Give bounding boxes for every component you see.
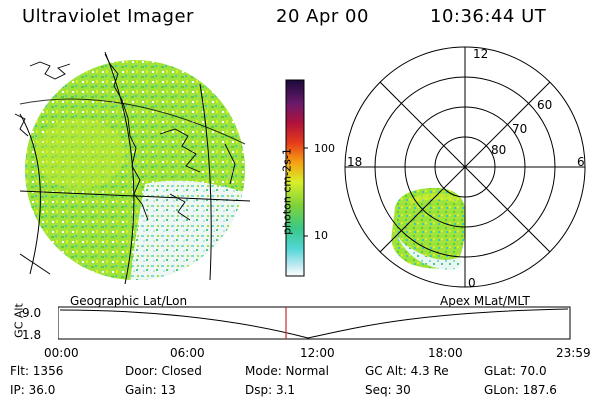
orbit-xtick-1200: 12:00 — [300, 346, 335, 360]
door-status: Door: Closed — [125, 364, 202, 378]
mlat-label-80: 80 — [491, 143, 507, 157]
app-title: Ultraviolet Imager — [22, 6, 194, 27]
mlat-label-70: 70 — [512, 122, 528, 136]
colorbar-tick-100: 100 — [314, 142, 335, 155]
colorbar-unit-label: photon cm-2s-1 — [280, 148, 294, 235]
orbit-xtick-0000: 00:00 — [44, 346, 79, 360]
orbit-xtick-0600: 06:00 — [170, 346, 205, 360]
seq-value: Seq: 30 — [365, 383, 411, 397]
gc-alt-value: GC Alt: 4.3 Re — [365, 364, 449, 378]
left-projection-label: Geographic Lat/Lon — [70, 294, 188, 308]
mlt-label-18: 18 — [347, 155, 363, 169]
right-projection-label: Apex MLat/MLT — [440, 294, 530, 308]
ip-value: IP: 36.0 — [10, 383, 56, 397]
orbit-xtick-1800: 18:00 — [428, 346, 463, 360]
mode-value: Mode: Normal — [245, 364, 329, 378]
orbit-xtick-2359: 23:59 — [556, 346, 591, 360]
glat-value: GLat: 70.0 — [484, 364, 547, 378]
orbit-ytick-1.8: 1.8 — [22, 328, 42, 342]
flight-number: Flt: 1356 — [10, 364, 64, 378]
polar-mlt-plot — [344, 46, 586, 288]
orbit-ytick-9: 9.0 — [22, 306, 42, 320]
glon-value: GLon: 187.6 — [484, 383, 557, 397]
mlt-label-12: 12 — [473, 47, 489, 61]
orbit-altitude-plot — [58, 306, 571, 340]
time-label: 10:36:44 UT — [430, 6, 547, 27]
geographic-uv-image — [14, 51, 251, 284]
date-label: 20 Apr 00 — [276, 6, 369, 27]
mlat-label-60: 60 — [537, 98, 553, 112]
color-bar — [285, 79, 308, 277]
gain-value: Gain: 13 — [125, 383, 176, 397]
mlt-label-6: 6 — [577, 155, 585, 169]
colorbar-tick-10: 10 — [314, 229, 328, 242]
mlt-label-0: 0 — [468, 276, 476, 290]
dsp-value: Dsp: 3.1 — [245, 383, 296, 397]
